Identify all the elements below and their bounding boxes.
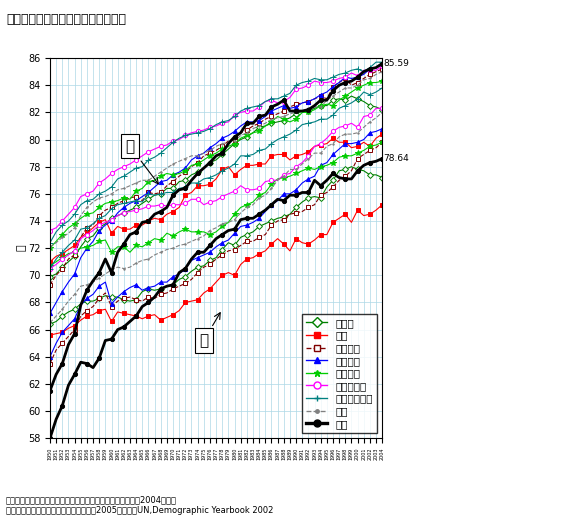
Text: 女: 女 <box>125 139 158 184</box>
Text: 78.64: 78.64 <box>383 154 409 163</box>
Text: 男: 男 <box>199 313 220 348</box>
Y-axis label: 歳: 歳 <box>16 245 26 251</box>
Text: 主要先進国における平均寿命の推移: 主要先進国における平均寿命の推移 <box>6 13 126 26</box>
Text: （資料）厚生労働省「完全生命表」「簡易生命表」。数字は2004年値。
　社会保障人口問題研究所「人口統計集2005年版」、UN,Demographic Year: （資料）厚生労働省「完全生命表」「簡易生命表」。数字は2004年値。 社会保障人… <box>6 495 273 515</box>
Legend: カナダ, 米国, フランス, イタリア, オランダ, ノルウェー, スウェーデン, 英国, 日本: カナダ, 米国, フランス, イタリア, オランダ, ノルウェー, スウェーデン… <box>302 314 377 433</box>
Text: 85.59: 85.59 <box>383 59 409 68</box>
